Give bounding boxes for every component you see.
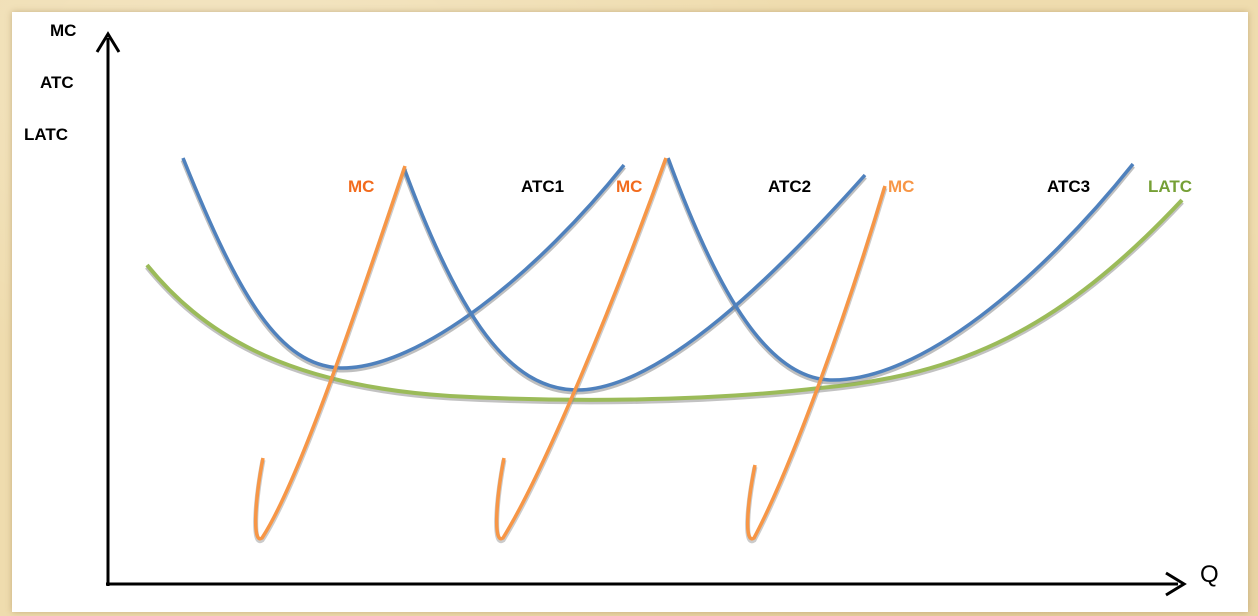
y-axis-label-atc: ATC bbox=[40, 73, 74, 92]
mc2-label: MC bbox=[616, 177, 642, 196]
x-axis-label-q: Q bbox=[1200, 561, 1219, 588]
atc1-curve bbox=[181, 157, 626, 370]
mc1-curve bbox=[253, 165, 407, 541]
mc2-curve bbox=[494, 157, 668, 541]
atc2-curve-shadow bbox=[401, 169, 867, 395]
latc-curve bbox=[145, 198, 1184, 402]
diagram-panel bbox=[12, 12, 1248, 612]
latc-label: LATC bbox=[1148, 177, 1192, 196]
atc3-label: ATC3 bbox=[1047, 177, 1090, 196]
mc1-label: MC bbox=[348, 177, 374, 196]
atc3-curve bbox=[666, 157, 1135, 382]
atc2-curve bbox=[402, 167, 867, 392]
atc1-label: ATC1 bbox=[521, 177, 564, 196]
mc1-curve-shadow bbox=[253, 167, 408, 544]
mc3-curve bbox=[745, 185, 887, 541]
y-axis-arrow bbox=[95, 31, 121, 53]
y-axis-label-latc: LATC bbox=[24, 125, 68, 144]
x-axis-arrow bbox=[1165, 571, 1187, 597]
y-axis-label-mc: MC bbox=[50, 21, 76, 40]
mc3-label: MC bbox=[888, 177, 914, 196]
atc2-label: ATC2 bbox=[768, 177, 811, 196]
mc3-curve-shadow bbox=[745, 187, 888, 544]
